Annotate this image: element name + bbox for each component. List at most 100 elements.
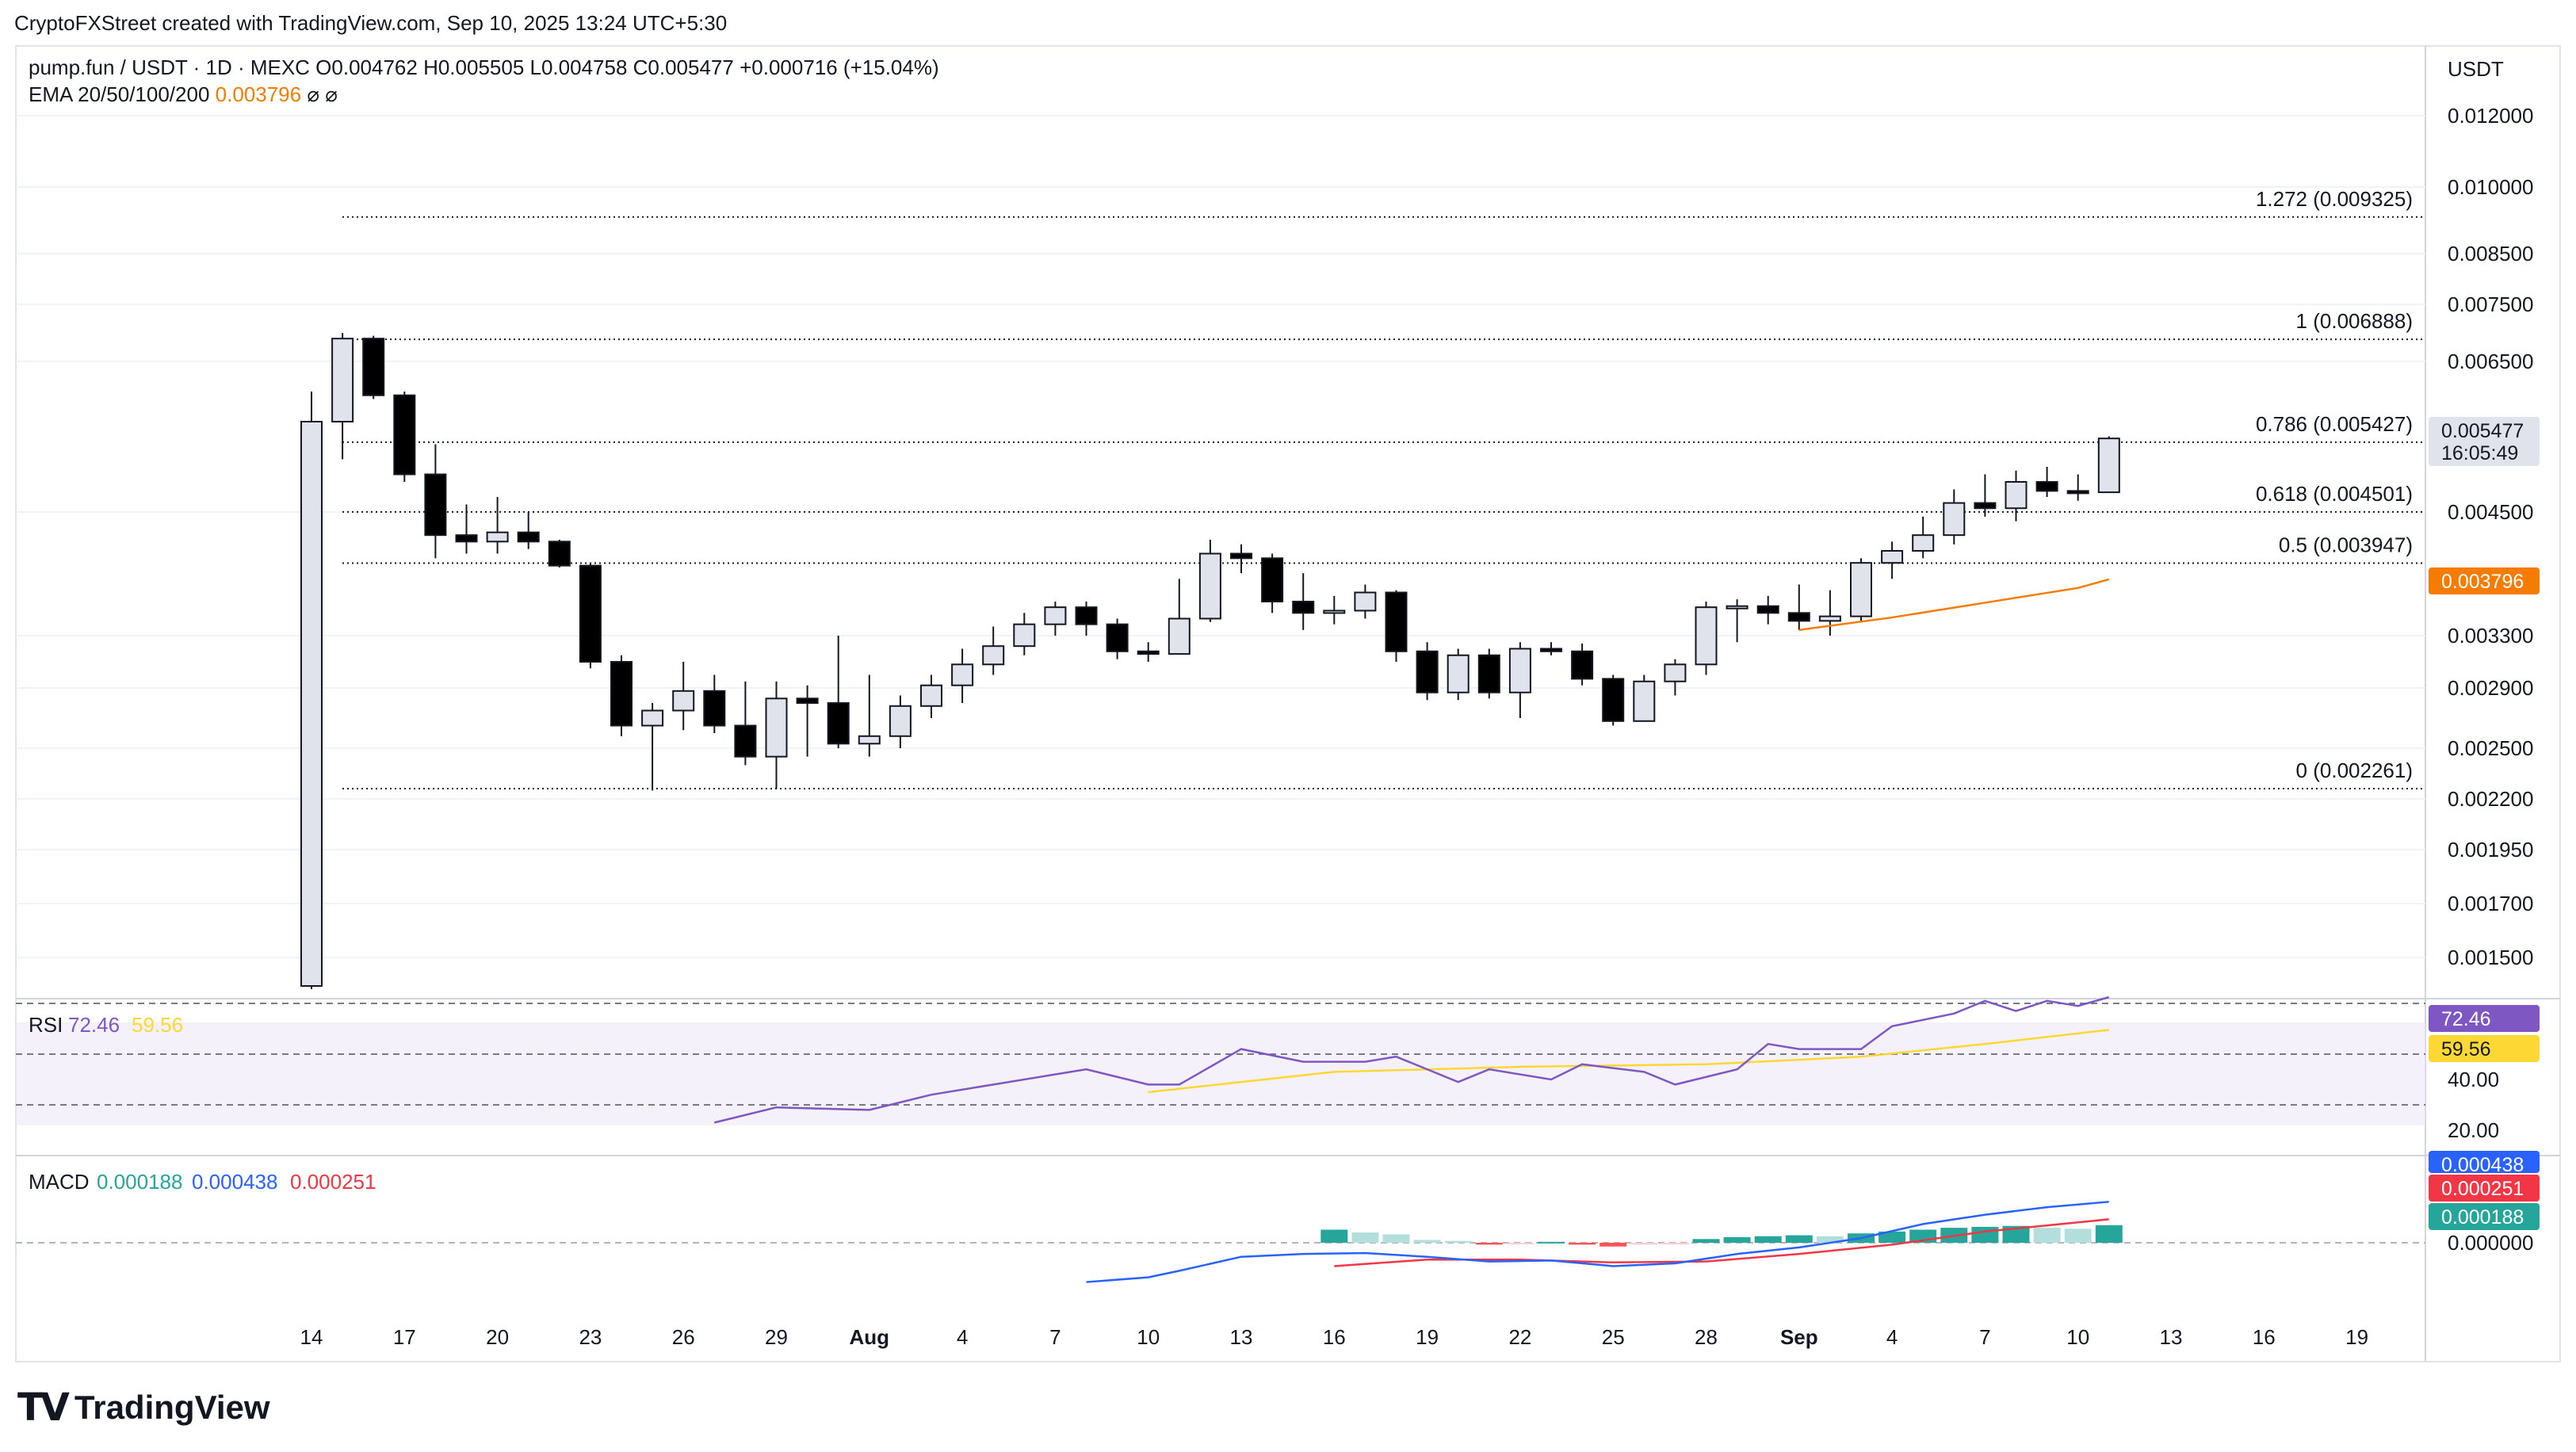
ema-label: EMA 20/50/100/200 <box>29 82 210 106</box>
time-tick-label: 20 <box>486 1325 509 1349</box>
time-axis: 14 17 20 23 26 29 Aug 4 7 10 13 16 19 22 25 28 Sep 4 7 10 13… <box>300 1325 2369 1349</box>
macd-histogram-badge-bg <box>2429 1203 2540 1230</box>
candle-up <box>982 645 1005 666</box>
time-tick-label: 26 <box>672 1325 695 1349</box>
time-tick-label: Aug <box>850 1325 890 1349</box>
candle-up <box>1695 606 1718 666</box>
macd-histogram-bar <box>1816 1236 1844 1243</box>
candle-down <box>1075 606 1098 625</box>
candle-down <box>455 534 478 543</box>
macd-histogram-bar <box>2064 1228 2092 1243</box>
candle-up <box>1881 550 1904 564</box>
price-tick-label: 0.002900 <box>2448 676 2533 700</box>
candle-up <box>1508 648 1531 694</box>
ema-value: 0.003796 <box>215 82 302 106</box>
candle-up <box>2005 481 2028 510</box>
macd-histogram-bar <box>1413 1240 1441 1243</box>
rsi-ma-badge-text: 59.56 <box>2441 1038 2491 1060</box>
fib-level-label: 0.5 (0.003947) <box>2279 533 2413 557</box>
time-tick-label: 17 <box>393 1325 416 1349</box>
macd-histogram-bar <box>1351 1232 1379 1243</box>
time-tick-label: 28 <box>1695 1325 1718 1349</box>
time-tick-label: 25 <box>1602 1325 1625 1349</box>
candle-down <box>424 473 447 537</box>
rsi-line <box>714 995 2110 1124</box>
candle-down <box>1756 605 1779 614</box>
tradingview-logo[interactable]: TV TradingView <box>17 1385 270 1430</box>
candle-down <box>1385 591 1408 652</box>
candle-up <box>300 421 323 987</box>
candle-up <box>1726 605 1749 609</box>
time-tick-label: Sep <box>1780 1325 1818 1349</box>
time-tick-label: 13 <box>2160 1325 2183 1349</box>
macd-value: 0.000438 <box>192 1170 277 1194</box>
candle-down <box>703 690 726 727</box>
fib-level-label: 1 (0.006888) <box>2296 309 2413 333</box>
price-tick-label: 0.004500 <box>2448 500 2533 524</box>
last-price-badge-bg <box>2429 417 2540 466</box>
candle-down <box>1540 648 1562 652</box>
price-tick-label: 0.008500 <box>2448 242 2533 266</box>
candle-down <box>1106 623 1129 652</box>
macd-title: MACD <box>29 1170 90 1194</box>
time-tick-label: 7 <box>1979 1325 1990 1349</box>
price-tick-label: 0.002500 <box>2448 736 2533 760</box>
time-tick-label: 16 <box>2253 1325 2276 1349</box>
currency-label[interactable]: USDT <box>2448 57 2504 81</box>
price-axis: 0.012000 0.010000 0.008500 0.007500 0.006500… <box>2448 104 2533 1255</box>
macd-histogram-bar <box>1382 1234 1410 1243</box>
candle-down <box>548 541 571 567</box>
symbol-header[interactable]: pump.fun / USDT · 1D · MEXC O0.004762 H0… <box>29 55 939 79</box>
fib-level-label: 0 (0.002261) <box>2296 758 2413 782</box>
macd-histogram-value: 0.000188 <box>97 1170 182 1194</box>
time-tick-label: 19 <box>1416 1325 1439 1349</box>
time-tick-label: 29 <box>765 1325 788 1349</box>
macd-tick-label: 0.000000 <box>2448 1231 2533 1255</box>
macd-badge-text: 0.000438 <box>2441 1154 2524 1176</box>
candle-down <box>1602 678 1625 722</box>
candle-up <box>1664 663 1687 682</box>
rsi-tick-label: 20.00 <box>2448 1118 2499 1142</box>
macd-signal-badge-text: 0.000251 <box>2441 1178 2524 1200</box>
macd-histogram-bar <box>1320 1229 1348 1243</box>
candle-down <box>1974 502 1997 510</box>
price-tick-label: 0.010000 <box>2448 175 2533 199</box>
ema-20-line <box>1798 578 2110 632</box>
rsi-tick-label: 40.00 <box>2448 1068 2499 1091</box>
rsi-title: RSI <box>29 1013 63 1037</box>
macd-histogram-bar <box>1599 1243 1627 1247</box>
price-tick-label: 0.006500 <box>2448 350 2533 373</box>
macd-histogram-bar <box>1878 1231 1906 1243</box>
macd-histogram-bar <box>1506 1243 1534 1244</box>
rsi-ma-badge-bg <box>2429 1035 2540 1062</box>
macd-histogram-bar <box>2095 1225 2123 1243</box>
rsi-ma-value: 59.56 <box>132 1013 183 1037</box>
macd-histogram-bar <box>1444 1240 1472 1243</box>
price-tick-label: 0.003300 <box>2448 624 2533 648</box>
candle-down <box>579 564 602 663</box>
ema-visibility-icon[interactable]: ⌀ ⌀ <box>307 82 338 106</box>
fib-level-label: 1.272 (0.009325) <box>2256 187 2413 211</box>
fib-level-label: 0.786 (0.005427) <box>2256 412 2413 436</box>
macd-panel: MACD 0.000188 0.000438 0.000251 <box>16 1170 2425 1283</box>
macd-histogram-bar <box>1569 1243 1596 1245</box>
last-price-badge-text: 16:05:49 <box>2441 442 2518 464</box>
rsi-lines: RSI 72.46 59.56 <box>29 995 2110 1124</box>
candles <box>300 333 2120 989</box>
macd-histogram-bar <box>1971 1226 1999 1243</box>
macd-signal-value: 0.000251 <box>290 1170 376 1194</box>
time-tick-label: 14 <box>300 1325 323 1349</box>
ema-legend[interactable]: EMA 20/50/100/200 0.003796 ⌀ ⌀ <box>29 82 338 107</box>
candle-up <box>1633 680 1656 722</box>
macd-histogram-bar <box>1630 1243 1658 1245</box>
rsi-badge-bg <box>2429 1005 2540 1032</box>
candle-up <box>1850 562 1872 617</box>
candle-up <box>765 697 788 758</box>
ema-badge-bg <box>2429 567 2540 594</box>
candle-up <box>858 735 881 745</box>
price-tick-label: 0.001700 <box>2448 892 2533 915</box>
rsi-bands <box>16 1003 2425 1106</box>
price-tick-label: 0.002200 <box>2448 787 2533 811</box>
candle-up <box>1943 502 1966 537</box>
macd-histogram-bar <box>1661 1243 1689 1244</box>
